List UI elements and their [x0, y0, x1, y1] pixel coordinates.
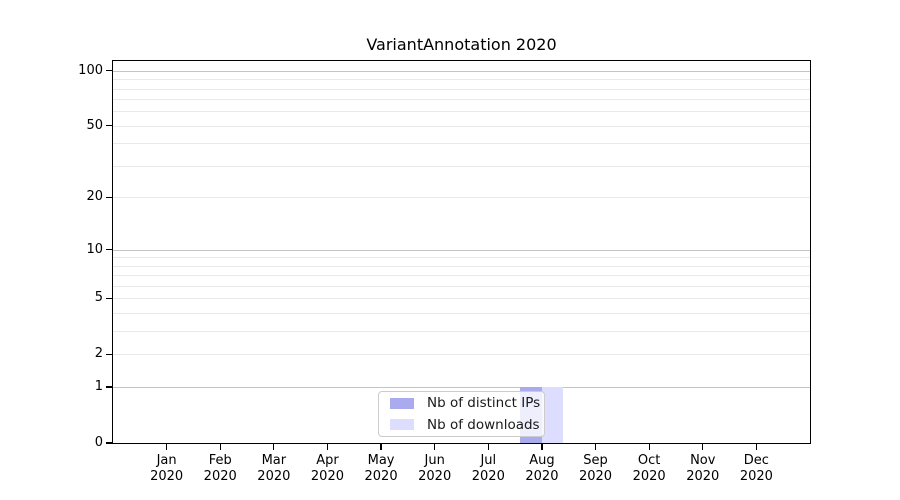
legend-item-distinct-ips: Nb of distinct IPs — [379, 393, 544, 413]
distinct-ips-swatch-icon — [390, 397, 414, 409]
x-tick-label: Sep 2020 — [578, 453, 613, 484]
x-tick-label: Feb 2020 — [203, 453, 237, 484]
x-tick-label: Mar 2020 — [257, 453, 291, 484]
x-tick-label: Jul 2020 — [471, 453, 505, 484]
x-tick-label: Apr 2020 — [310, 453, 344, 484]
minor-gridline — [113, 165, 810, 167]
x-tick-label: Dec 2020 — [739, 453, 773, 484]
y-tick-label: 0 — [94, 435, 103, 450]
minor-gridline — [113, 265, 810, 267]
chart-title: VariantAnnotation 2020 — [366, 35, 557, 54]
x-tick-mark — [648, 444, 650, 450]
y-tick-mark — [106, 353, 112, 355]
downloads-swatch-icon — [390, 419, 414, 431]
legend: Nb of distinct IPs Nb of downloads — [378, 391, 545, 437]
x-tick-mark — [166, 444, 168, 450]
minor-gridline — [113, 313, 810, 315]
y-tick-label: 50 — [86, 117, 103, 133]
y-tick-label: 1 — [94, 379, 103, 395]
minor-gridline — [113, 257, 810, 259]
y-tick-label: 100 — [78, 62, 103, 78]
x-tick-label: May 2020 — [364, 453, 398, 484]
x-tick-mark — [326, 444, 329, 450]
x-tick-mark — [273, 444, 275, 450]
minor-gridline — [113, 143, 810, 145]
x-tick-mark — [380, 444, 382, 450]
minor-gridline — [113, 331, 810, 333]
y-tick-mark — [106, 248, 112, 251]
legend-label: Nb of downloads — [427, 416, 540, 433]
x-tick-label: Jun 2020 — [418, 453, 452, 484]
minor-gridline — [113, 111, 810, 113]
minor-gridline — [113, 354, 810, 356]
x-tick-mark — [434, 444, 436, 450]
y-tick-label: 2 — [94, 346, 103, 362]
minor-gridline — [113, 125, 810, 127]
y-tick-mark — [106, 196, 112, 198]
x-tick-label: Nov 2020 — [686, 453, 720, 484]
x-tick-label: Jan 2020 — [150, 453, 184, 484]
minor-gridline — [113, 88, 810, 90]
legend-label: Nb of distinct IPs — [427, 395, 541, 412]
y-tick-mark — [106, 70, 112, 72]
y-tick-mark — [106, 297, 112, 300]
minor-gridline — [113, 286, 810, 288]
x-tick-mark — [487, 444, 489, 450]
x-tick-mark — [755, 444, 757, 450]
legend-item-downloads: Nb of downloads — [379, 415, 544, 435]
y-tick-label: 10 — [86, 241, 103, 257]
x-tick-mark — [594, 444, 597, 450]
minor-gridline — [113, 298, 810, 300]
y-tick-mark — [106, 386, 112, 388]
major-gridline — [113, 249, 810, 251]
y-tick-mark — [106, 125, 112, 127]
minor-gridline — [113, 275, 810, 277]
minor-gridline — [113, 197, 810, 199]
y-tick-label: 5 — [94, 290, 103, 306]
y-tick-mark — [106, 442, 112, 444]
x-tick-label: Aug 2020 — [525, 453, 559, 484]
minor-gridline — [113, 79, 810, 81]
x-tick-mark — [219, 444, 221, 450]
x-tick-label: Oct 2020 — [632, 453, 666, 484]
bar-downloads — [541, 387, 564, 443]
x-tick-mark — [702, 444, 704, 450]
major-gridline — [113, 70, 810, 72]
y-tick-label: 20 — [86, 189, 103, 205]
minor-gridline — [113, 99, 810, 101]
major-gridline — [113, 387, 810, 389]
x-tick-mark — [541, 444, 543, 450]
